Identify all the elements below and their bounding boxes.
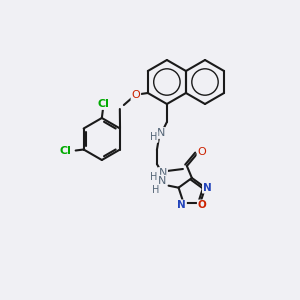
Text: N: N [177, 200, 186, 210]
Text: Cl: Cl [60, 146, 72, 157]
Text: H: H [150, 172, 157, 182]
Text: N: N [158, 176, 166, 186]
Text: H: H [152, 185, 159, 195]
Text: N: N [157, 128, 165, 138]
Text: O: O [198, 200, 206, 210]
Text: H: H [151, 171, 159, 181]
Text: N: N [203, 183, 212, 193]
Text: N: N [159, 168, 167, 178]
Text: O: O [131, 90, 140, 100]
Text: H: H [150, 132, 158, 142]
Text: O: O [197, 147, 206, 157]
Text: Cl: Cl [98, 99, 110, 109]
